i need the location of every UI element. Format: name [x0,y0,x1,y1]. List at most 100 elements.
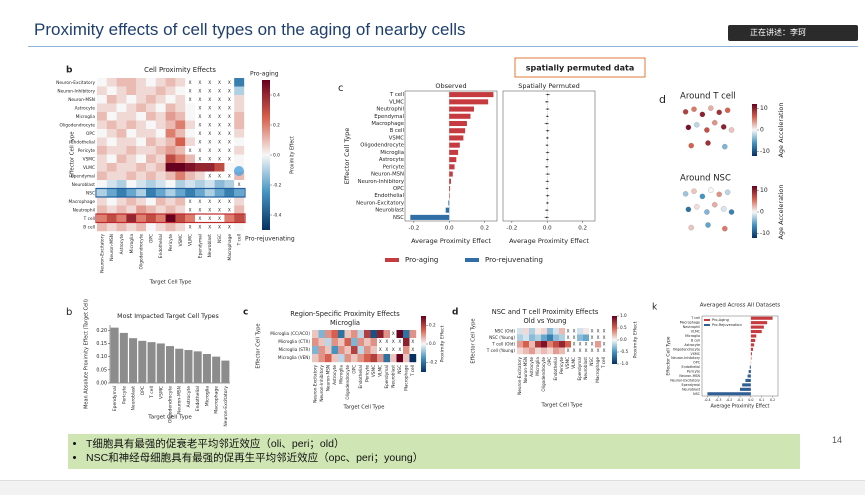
mask-label: X [228,207,231,213]
chart-title: Region-Specific Proximity Effects [290,310,400,318]
column-label: Neuron-MSN [523,357,528,383]
heat-cell [165,188,176,198]
panel-frame [404,90,498,222]
row-label: Oligodendrocyte [673,347,700,351]
bar [750,338,756,342]
heat-cell-empty [195,120,205,129]
mask-label: X [585,341,588,346]
heat-cell [403,330,410,339]
cell-point [699,193,706,200]
heat-cell-empty [204,171,215,180]
heat-cell [116,86,127,96]
row-label: Neuron-Inhibitory [358,179,404,185]
mask-label: X [198,131,201,137]
heat-cell [195,180,205,189]
point [546,115,549,118]
mask-label: X [228,148,231,154]
bar [184,350,193,383]
heat-cell [403,346,410,355]
heat-cell-empty [571,334,577,341]
heat-cell [136,146,147,155]
heat-cell [204,180,215,189]
heat-cell [136,78,147,87]
heat-cell-empty [204,214,215,223]
panel-label: b [66,307,72,318]
heat-cell [146,146,156,155]
bar [449,106,474,112]
heat-cell-empty [185,205,195,214]
mask-label: X [597,335,600,340]
x-axis-title: Target Cell Type [147,415,192,421]
x-tick-label: 0.0 [445,226,454,232]
heat-cell-empty [204,86,215,95]
heat-cell-empty [571,328,577,335]
heat-cell [312,338,319,347]
mask-label: X [597,328,600,333]
heat-cell [155,222,166,232]
column-label: Neuron-Inhibitory [319,364,324,401]
heat-cell [344,330,352,339]
heat-cell-empty [204,120,215,129]
heat-cell [165,112,176,121]
slide-charts: X X X X XX X X X XX X X X XX X X XX X X XX X X XX X X XX X X XX X X X X… [56,57,785,427]
column-label: Astrocyte [332,365,337,385]
heat-cell [97,163,107,172]
column-label: T cell [410,365,415,377]
cursor [234,166,244,176]
panel-label: d [452,308,458,318]
bar [212,356,221,383]
heat-cell-empty [195,222,205,231]
heat-cell [97,146,107,155]
row-label: NSC [393,215,404,221]
row-label: Ependymal [682,383,701,387]
cell-point [722,143,728,150]
heat-cell-empty [204,154,215,163]
page-number: 14 [832,435,843,445]
bar [707,392,751,396]
heat-cell [136,222,147,232]
heat-cell-empty [390,330,397,338]
row-label: Neuroblast [375,208,404,214]
mask-label: X [218,80,221,86]
heat-cell [155,112,166,121]
heat-cell-empty [214,214,225,223]
row-label: Neuron-MSN [371,172,404,178]
heat-cell-empty [224,205,235,214]
colorbar-tick-label: -10 [760,230,770,237]
heat-cell [116,188,127,198]
row-label: Neuron-Excitatory [56,80,95,86]
x-tick-label: Microglia [204,386,210,406]
panel-frame [701,315,779,397]
mask-label: X [573,335,576,340]
cell-point [685,124,692,131]
mask-label: X [208,224,211,230]
x-tick-label: Astrocyte [186,386,192,408]
heat-cell [126,188,137,198]
heat-cell [136,112,147,121]
heat-cell [126,154,137,164]
heat-cell [318,330,326,339]
heat-cell [331,354,339,363]
heat-cell [136,214,147,223]
x-tick-label: 0.2 [578,226,587,232]
heat-cell [204,188,215,198]
heat-cell [165,154,176,164]
point [546,108,549,110]
heat-cell [234,129,245,138]
mask-label: X [228,156,231,162]
heat-cell [318,346,326,355]
row-label: Ependymal [71,173,95,179]
heat-cell [344,354,352,363]
bar [748,370,751,374]
chart-subtitle: Microglia [330,319,360,327]
row-label: Neuron-Inhibitory [57,88,95,94]
heat-cell-empty [185,86,195,95]
slide-title: Proximity effects of cell types on the a… [34,20,466,39]
heat-cell-empty [214,103,225,112]
heat-cell [312,354,319,363]
heat-cell-empty [214,146,225,155]
colorbar-label: Proximity Effect [290,136,296,174]
x-tick-label: VSMC [158,386,164,399]
heat-cell [175,222,186,232]
mask-label: X [218,114,221,120]
